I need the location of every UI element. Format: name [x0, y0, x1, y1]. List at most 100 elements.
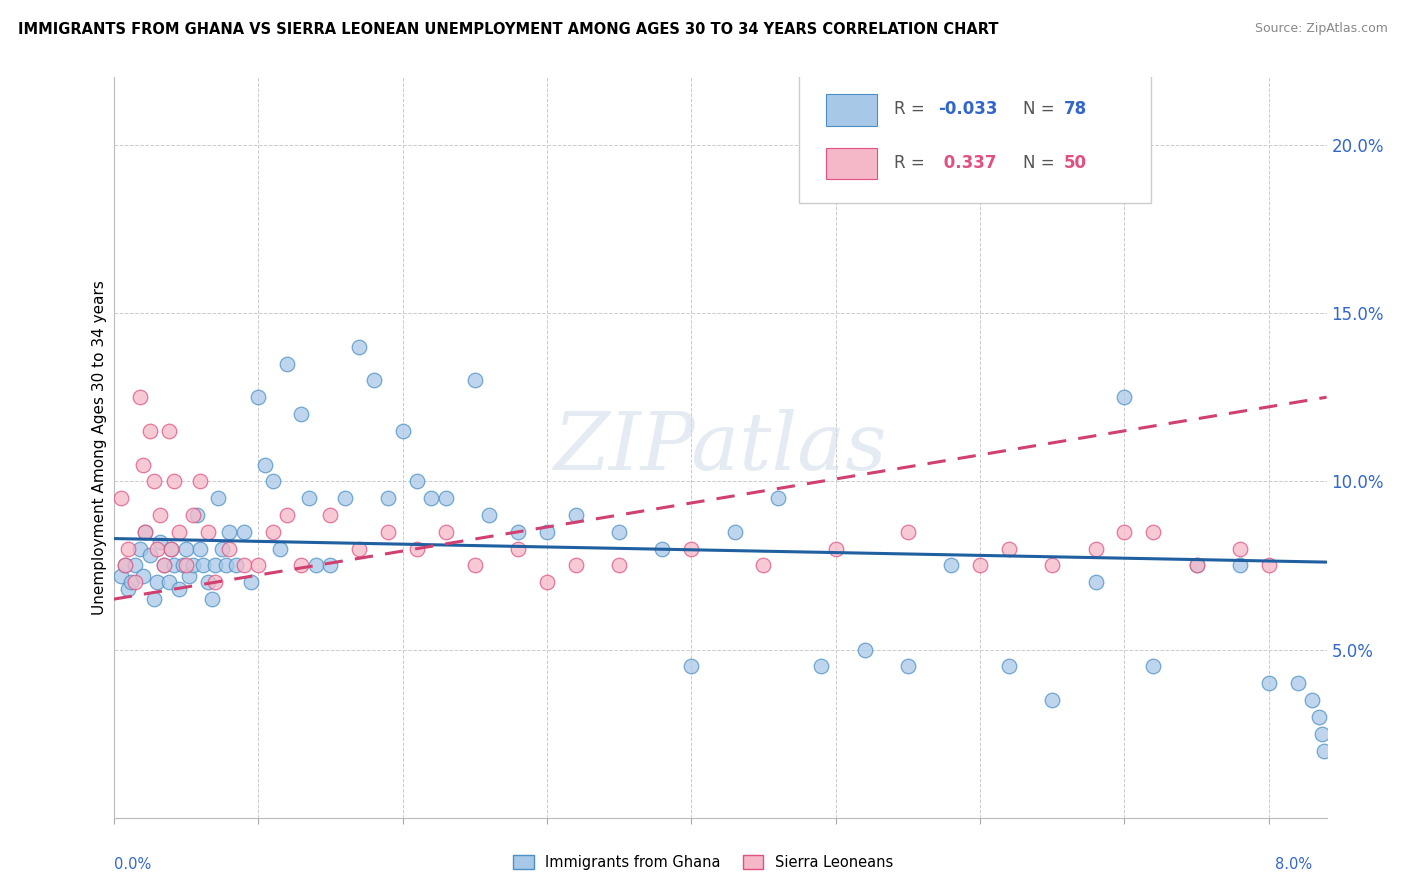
Point [1040, 558, 1063, 573]
Point [181, 558, 204, 573]
FancyBboxPatch shape [825, 95, 876, 126]
Point [391, 424, 413, 438]
Text: IMMIGRANTS FROM GHANA VS SIERRA LEONEAN UNEMPLOYMENT AMONG AGES 30 TO 34 YEARS C: IMMIGRANTS FROM GHANA VS SIERRA LEONEAN … [18, 22, 998, 37]
Y-axis label: Unemployment Among Ages 30 to 34 years: Unemployment Among Ages 30 to 34 years [93, 280, 107, 615]
Point [290, 407, 312, 421]
Point [204, 575, 226, 590]
Point [131, 458, 153, 472]
Point [853, 642, 876, 657]
Point [128, 541, 150, 556]
Point [215, 558, 238, 573]
Legend: Immigrants from Ghana, Sierra Leoneans: Immigrants from Ghana, Sierra Leoneans [508, 849, 898, 876]
Point [114, 558, 136, 573]
Text: 0.0%: 0.0% [114, 857, 150, 872]
Point [536, 575, 558, 590]
Point [723, 524, 745, 539]
Point [114, 558, 136, 573]
Point [247, 390, 270, 404]
Point [506, 541, 529, 556]
Point [163, 558, 186, 573]
Point [262, 524, 284, 539]
Point [153, 558, 176, 573]
Point [174, 541, 197, 556]
Point [464, 558, 486, 573]
Point [174, 558, 197, 573]
FancyBboxPatch shape [799, 74, 1150, 203]
Point [146, 541, 169, 556]
Point [766, 491, 789, 505]
Point [1114, 524, 1136, 539]
Point [188, 475, 211, 489]
Point [607, 524, 630, 539]
Point [298, 491, 321, 505]
Text: 78: 78 [1063, 100, 1087, 119]
Point [124, 575, 146, 590]
Point [333, 491, 356, 505]
Point [163, 475, 186, 489]
Point [897, 659, 920, 673]
Point [897, 524, 920, 539]
Point [218, 541, 240, 556]
Point [276, 357, 298, 371]
Point [1185, 558, 1208, 573]
Point [305, 558, 328, 573]
Point [146, 575, 169, 590]
Text: N =: N = [1024, 100, 1060, 119]
Point [134, 524, 156, 539]
Point [1084, 541, 1107, 556]
Point [420, 491, 443, 505]
Point [1229, 541, 1251, 556]
Text: 50: 50 [1063, 153, 1087, 171]
Point [276, 508, 298, 522]
Point [143, 592, 166, 607]
Text: N =: N = [1024, 153, 1060, 171]
Point [172, 558, 194, 573]
Point [262, 475, 284, 489]
Point [134, 524, 156, 539]
Point [128, 390, 150, 404]
Point [651, 541, 673, 556]
Point [1310, 727, 1333, 741]
Point [139, 549, 162, 563]
Text: -0.033: -0.033 [938, 100, 998, 119]
Point [218, 524, 240, 539]
Point [177, 568, 200, 582]
Point [1308, 710, 1330, 724]
Point [201, 592, 224, 607]
Point [239, 575, 262, 590]
Point [607, 558, 630, 573]
Text: 0.337: 0.337 [938, 153, 997, 171]
Point [434, 524, 457, 539]
Point [290, 558, 312, 573]
Point [406, 541, 429, 556]
Point [139, 424, 162, 438]
Point [149, 535, 172, 549]
Point [247, 558, 270, 573]
Point [188, 541, 211, 556]
Point [810, 659, 832, 673]
Point [1257, 558, 1279, 573]
Point [207, 491, 229, 505]
Text: R =: R = [894, 153, 929, 171]
Point [377, 491, 399, 505]
Point [232, 558, 254, 573]
Point [377, 524, 399, 539]
Point [193, 558, 215, 573]
Point [969, 558, 991, 573]
Point [998, 541, 1021, 556]
Point [1301, 693, 1323, 707]
Point [211, 541, 233, 556]
Point [167, 524, 190, 539]
Point [160, 541, 183, 556]
Point [1142, 659, 1164, 673]
Point [120, 575, 142, 590]
Text: ZIPatlas: ZIPatlas [554, 409, 887, 486]
Point [225, 558, 247, 573]
Point [181, 508, 204, 522]
Point [197, 575, 219, 590]
Point [752, 558, 775, 573]
Point [434, 491, 457, 505]
Point [319, 558, 342, 573]
Point [254, 458, 277, 472]
Point [824, 541, 846, 556]
